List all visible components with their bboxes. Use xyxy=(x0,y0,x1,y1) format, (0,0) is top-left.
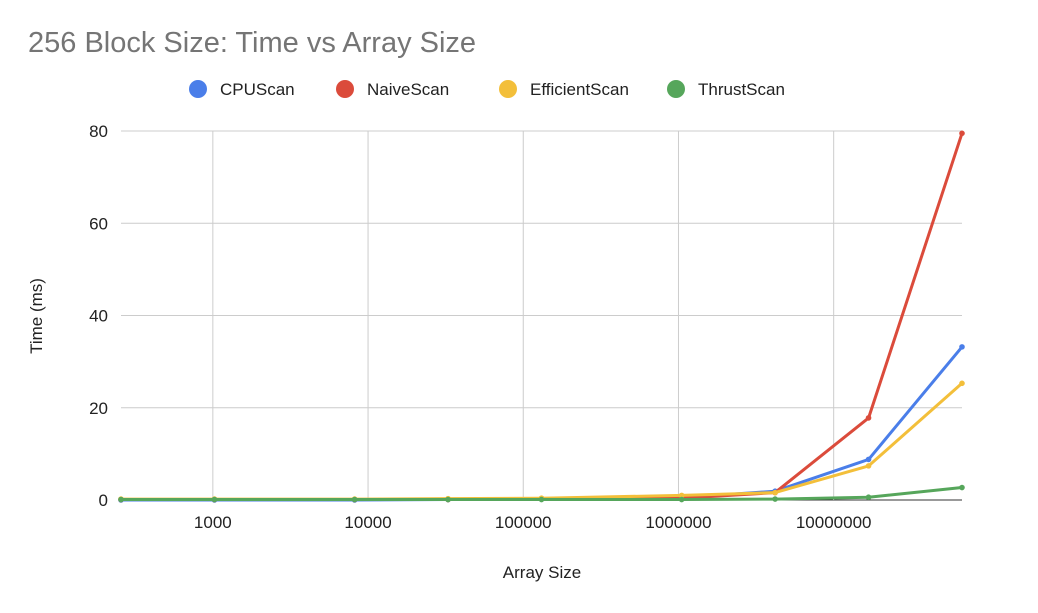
data-point-thrustscan xyxy=(538,496,545,503)
x-tick-label: 1000000 xyxy=(645,513,711,532)
legend-label-thrustscan: ThrustScan xyxy=(698,80,785,99)
y-tick-label: 60 xyxy=(89,214,108,233)
legend-marker-thrustscan xyxy=(667,80,685,98)
legend-label-efficientscan: EfficientScan xyxy=(530,80,629,99)
x-axis-label: Array Size xyxy=(503,563,581,582)
y-tick-label: 20 xyxy=(89,399,108,418)
legend-label-cpuscan: CPUScan xyxy=(220,80,295,99)
legend-marker-cpuscan xyxy=(189,80,207,98)
data-point-cpuscan xyxy=(959,344,965,350)
data-point-thrustscan xyxy=(678,496,685,503)
data-point-cpuscan xyxy=(865,456,872,463)
series-line-naivescan xyxy=(119,131,964,501)
data-point-naivescan xyxy=(865,415,872,421)
series-line-cpuscan xyxy=(119,345,964,502)
data-point-thrustscan xyxy=(118,496,124,503)
y-tick-label: 40 xyxy=(89,307,108,326)
legend-marker-efficientscan xyxy=(499,80,517,98)
data-point-efficientscan xyxy=(865,463,872,469)
series-layer xyxy=(118,130,965,503)
x-axis: 1000 10000 100000 1000000 10000000 xyxy=(194,513,872,532)
x-tick-label: 1000 xyxy=(194,513,232,532)
y-tick-label: 80 xyxy=(89,122,108,141)
data-point-naivescan xyxy=(959,130,965,137)
legend: CPUScan NaiveScan EfficientScan ThrustScan xyxy=(189,80,785,99)
data-point-efficientscan xyxy=(959,380,965,387)
data-point-thrustscan xyxy=(211,496,218,503)
data-point-thrustscan xyxy=(445,496,451,503)
data-point-efficientscan xyxy=(772,489,778,496)
chart-title: 256 Block Size: Time vs Array Size xyxy=(28,27,476,59)
series-line-efficientscan xyxy=(119,381,964,501)
y-axis-label: Time (ms) xyxy=(27,278,46,354)
x-tick-label: 10000 xyxy=(344,513,391,532)
data-point-thrustscan xyxy=(772,496,778,502)
x-tick-label: 10000000 xyxy=(796,513,872,532)
data-point-efficientscan xyxy=(678,492,685,499)
data-point-thrustscan xyxy=(351,496,358,503)
y-tick-label: 0 xyxy=(99,491,108,510)
legend-label-naivescan: NaiveScan xyxy=(367,80,449,99)
data-point-thrustscan xyxy=(959,484,965,491)
y-axis: 0 20 40 60 80 xyxy=(89,122,108,510)
gridlines xyxy=(121,130,962,501)
data-point-thrustscan xyxy=(865,494,872,501)
legend-marker-naivescan xyxy=(336,80,354,98)
x-tick-label: 100000 xyxy=(495,513,552,532)
